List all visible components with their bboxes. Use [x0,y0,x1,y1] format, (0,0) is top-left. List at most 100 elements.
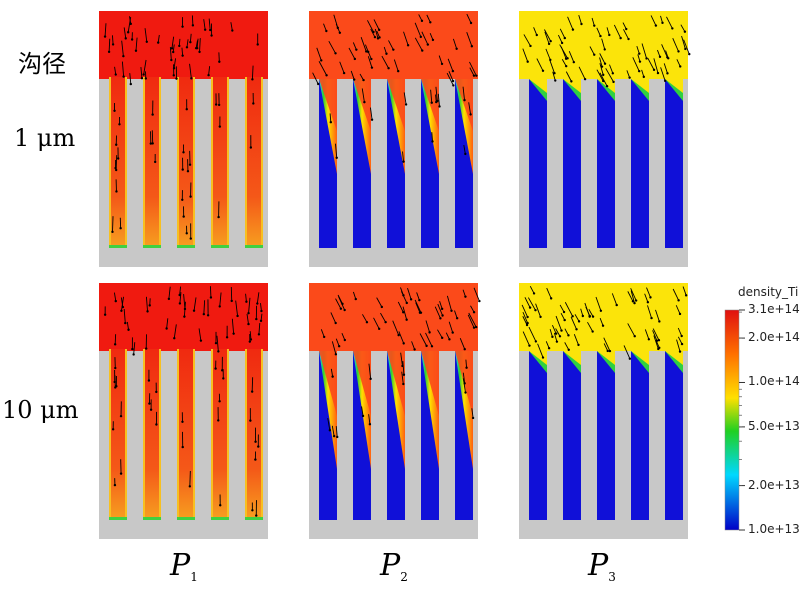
trench [143,77,161,248]
vector-arrow-head [218,305,221,308]
vector-arrow-head [608,349,612,353]
vector-arrow [653,58,659,74]
vector-arrow-head [628,357,632,360]
vector-arrow-head [149,408,153,411]
trench-wall [159,77,161,248]
vector-arrow-head [372,30,375,34]
colorbar-tick-label: 1.0e+14 [748,374,800,389]
vector-arrow [463,144,466,154]
vector-arrow-head [155,390,158,394]
vector-arrow [595,296,602,311]
vector-arrow-head [402,311,405,314]
vector-arrow-head [115,385,118,388]
vector-arrow-head [255,317,258,321]
vector-arrow-head [402,342,405,345]
vector-arrow-head [232,332,235,335]
vector-arrow-head [191,24,195,27]
vector-arrow [312,72,319,85]
vector-arrow-head [194,46,198,50]
vector-arrow-head [684,294,688,297]
vector-arrow-head [207,73,210,77]
vector-arrow [361,88,365,103]
vector-arrow [647,305,652,319]
vector-arrow [335,143,338,158]
vector-arrow [193,297,197,311]
vector-arrow [469,67,475,76]
vector-arrow-head [115,190,118,193]
vector-arrow-head [113,109,116,112]
vector-arrow-head [526,315,529,319]
vector-arrow-head [413,348,416,351]
vector-arrow-head [126,31,130,34]
deposition-core [421,79,439,132]
vector-arrow [546,287,552,299]
vector-arrow [587,321,594,332]
vector-arrow-head [339,307,343,310]
vector-arrow [216,335,219,352]
vector-arrow [601,38,606,50]
vector-arrow [350,70,355,80]
vector-arrow [367,56,373,68]
vector-arrow [555,328,561,337]
vector-arrow-head [122,75,125,78]
vector-arrow-head [591,315,595,318]
vector-arrow-head [328,429,332,432]
trench [529,351,547,520]
vector-arrow-head [222,377,225,380]
vector-arrow-head [363,100,366,104]
vector-arrow [316,47,322,61]
vector-arrow [181,47,184,56]
vector-arrow [676,339,681,352]
vector-arrow [623,345,631,359]
vector-arrow-head [370,118,374,121]
vector-arrow-head [148,402,151,405]
vector-arrow [411,341,416,350]
trench-bottom [109,245,127,248]
vector-arrow-head [247,322,250,326]
vector-arrow [256,292,260,304]
vector-arrow-head [203,28,207,31]
vector-arrow-head [334,52,337,55]
deposition-core [387,351,405,416]
trench-wall [109,77,111,248]
trench-bottom [177,517,195,520]
vector-arrow [401,371,404,385]
vector-arrow-head [570,80,573,83]
vector-arrow-head [560,329,563,332]
vector-arrow-head [684,47,687,51]
deposition-core [319,351,337,416]
deposition-core [421,351,439,416]
vector-arrow-head [248,340,252,343]
vector-arrow [578,66,586,80]
vector-arrow [570,316,577,330]
vector-arrow-head [373,35,377,39]
vector-arrow-head [156,41,160,44]
panel-p1-row1 [99,11,268,267]
vector-arrow-head [132,353,135,356]
vector-arrow-head [426,43,430,46]
vector-arrow-head [181,25,184,28]
vector-arrow [646,287,651,298]
vector-arrow-head [551,335,554,339]
vector-arrow [599,317,604,326]
vector-arrow-head [218,125,222,128]
vector-arrow-head [532,292,536,295]
vector-arrows [103,13,691,517]
vector-arrow [653,335,659,350]
vector-arrow [652,330,658,341]
vector-arrow-head [425,344,428,348]
vector-arrow [611,293,618,306]
vector-arrow-head [199,339,203,342]
vector-arrow-head [257,445,260,448]
vector-arrow [168,286,171,299]
vector-arrow-head [343,308,346,312]
vector-arrow-head [645,57,648,60]
vector-arrow-head [571,28,575,31]
vector-arrow [650,15,657,26]
row-label-1-line2: 1 μm [14,124,76,152]
trench-wall [227,349,229,520]
vector-arrow-head [127,328,130,331]
vector-arrow-head [332,434,336,438]
vector-arrow [522,331,530,346]
vector-arrow-head [118,123,121,126]
